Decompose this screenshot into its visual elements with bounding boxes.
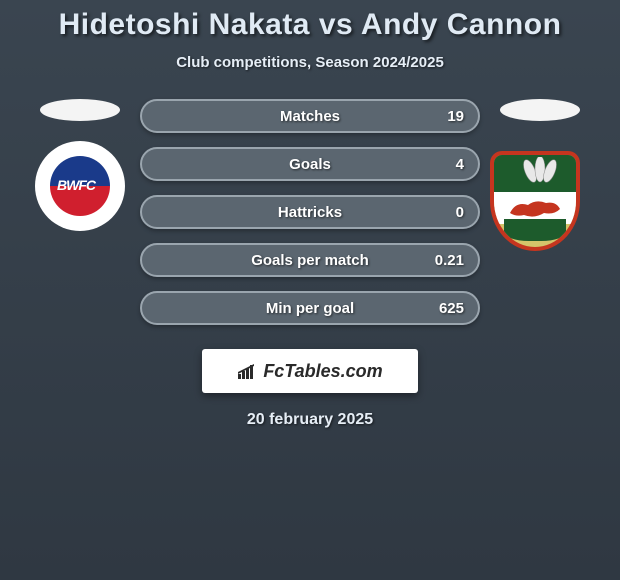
stat-bar-matches: Matches 19 xyxy=(140,99,480,133)
branding-text: FcTables.com xyxy=(263,361,382,382)
page-title: Hidetoshi Nakata vs Andy Cannon xyxy=(0,8,620,42)
comparison-content: Matches 19 Goals 4 Hattricks 0 Goals per… xyxy=(0,99,620,325)
bar-chart-icon xyxy=(237,362,259,380)
stat-label: Hattricks xyxy=(278,204,342,221)
stat-bar-min-per-goal: Min per goal 625 xyxy=(140,291,480,325)
stat-label: Matches xyxy=(280,108,340,125)
stat-right-value: 0 xyxy=(456,204,464,221)
stat-label: Goals xyxy=(289,156,331,173)
date-label: 20 february 2025 xyxy=(0,411,620,429)
left-flag-icon xyxy=(40,99,120,121)
right-flag-icon xyxy=(500,99,580,121)
stat-right-value: 19 xyxy=(447,108,464,125)
stat-bar-goals: Goals 4 xyxy=(140,147,480,181)
stat-label: Min per goal xyxy=(266,300,354,317)
stat-bar-goals-per-match: Goals per match 0.21 xyxy=(140,243,480,277)
stat-right-value: 0.21 xyxy=(435,252,464,269)
right-player-col xyxy=(480,99,600,261)
stat-right-value: 4 xyxy=(456,156,464,173)
stats-bars: Matches 19 Goals 4 Hattricks 0 Goals per… xyxy=(140,99,480,325)
stat-bar-hattricks: Hattricks 0 xyxy=(140,195,480,229)
branding-badge: FcTables.com xyxy=(202,349,418,393)
stat-right-value: 625 xyxy=(439,300,464,317)
left-club-crest-icon xyxy=(35,141,125,231)
left-player-col xyxy=(20,99,140,231)
right-club-crest-icon xyxy=(490,151,590,261)
stat-label: Goals per match xyxy=(251,252,369,269)
page-subtitle: Club competitions, Season 2024/2025 xyxy=(0,54,620,71)
